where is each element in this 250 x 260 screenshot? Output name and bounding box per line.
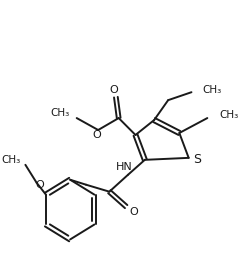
Text: CH₃: CH₃ [50,108,69,118]
Text: O: O [92,130,101,140]
Text: CH₃: CH₃ [2,155,21,165]
Text: S: S [193,153,201,166]
Text: HN: HN [116,162,133,172]
Text: O: O [129,206,138,217]
Text: O: O [35,180,44,190]
Text: CH₃: CH₃ [203,85,222,95]
Text: O: O [110,85,118,95]
Text: CH₃: CH₃ [220,110,239,120]
